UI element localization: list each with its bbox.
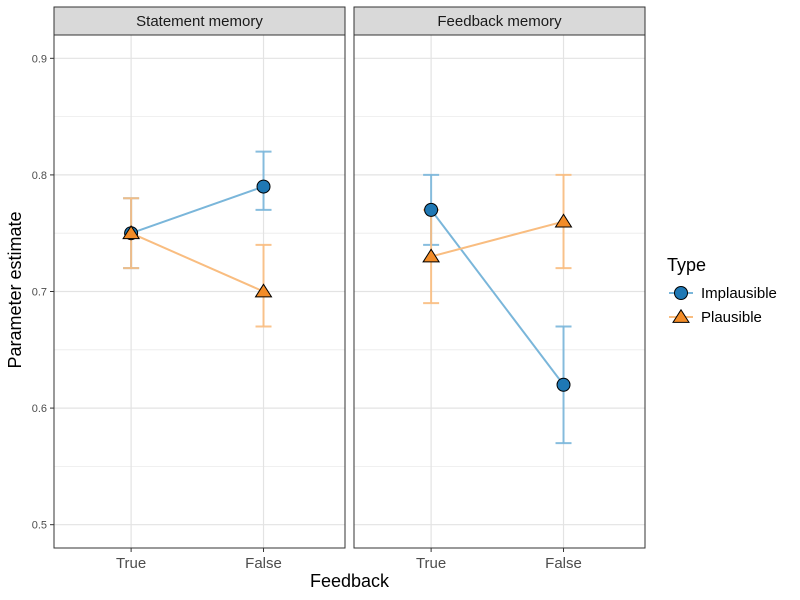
strip-statement-memory <box>53 6 346 36</box>
point-plausible <box>254 283 273 298</box>
point-plausible <box>422 248 441 263</box>
series-line-implausible <box>430 209 565 386</box>
x-tick-label: False <box>545 555 582 572</box>
point-implausible <box>256 179 271 194</box>
series-line-plausible <box>430 220 564 258</box>
strip-feedback-memory <box>353 6 646 36</box>
y-axis-title: Parameter estimate <box>5 211 25 368</box>
y-tick-label: 0.8 <box>32 170 47 182</box>
errorbars-statement-memory <box>123 150 272 328</box>
strip-label-statement-memory: Statement memory <box>136 13 263 30</box>
series-lines-feedback-memory <box>430 209 565 386</box>
panel-border-feedback-memory <box>353 34 646 549</box>
point-plausible <box>554 213 573 228</box>
legend-item-plausible: Plausible <box>669 308 762 326</box>
x-axis: True False True False <box>116 548 582 572</box>
legend-keys: Implausible Plausible <box>669 285 777 326</box>
series-line-plausible <box>130 232 264 293</box>
legend-item-implausible: Implausible <box>669 285 777 302</box>
legend-label: Plausible <box>701 309 762 326</box>
legend-title: Type <box>667 255 706 275</box>
panel-statement-memory: Statement memory <box>53 6 346 549</box>
y-tick-label: 0.7 <box>32 287 47 299</box>
series-line-implausible <box>130 185 264 235</box>
x-tick-label: False <box>245 555 282 572</box>
point-plausible <box>122 225 141 240</box>
strip-label-feedback-memory: Feedback memory <box>437 13 562 30</box>
grid-statement-memory <box>54 35 345 548</box>
legend-label: Implausible <box>701 285 777 302</box>
point-implausible <box>556 377 571 392</box>
x-tick-label: True <box>116 555 146 572</box>
y-tick-label: 0.5 <box>32 520 47 532</box>
y-tick-label: 0.9 <box>32 53 47 65</box>
points-statement-memory <box>122 179 273 298</box>
x-axis-title: Feedback <box>310 571 390 591</box>
points-feedback-memory <box>422 202 573 392</box>
x-tick-label: True <box>416 555 446 572</box>
y-axis: 0.5 0.6 0.7 0.8 0.9 <box>32 53 54 532</box>
panel-feedback-memory: Feedback memory <box>353 6 646 549</box>
legend: Type Implausible Plausible <box>667 255 777 326</box>
legend-key-triangle <box>672 308 690 323</box>
series-lines-statement-memory <box>130 185 264 293</box>
y-tick-label: 0.6 <box>32 403 47 415</box>
legend-key-circle <box>674 286 688 300</box>
point-implausible <box>424 202 439 217</box>
